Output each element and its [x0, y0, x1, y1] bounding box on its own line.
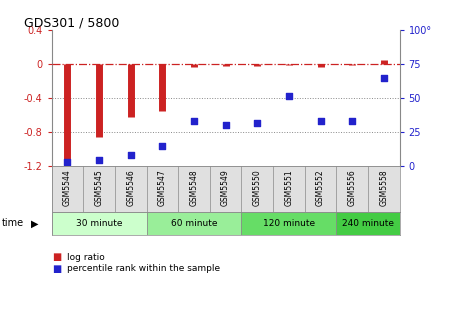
Bar	[242, 212, 336, 235]
Point	[64, 160, 71, 165]
Bar	[368, 166, 400, 212]
Point	[127, 153, 134, 158]
Bar	[273, 166, 305, 212]
Text: GSM5548: GSM5548	[189, 170, 198, 206]
Text: GSM5544: GSM5544	[63, 170, 72, 206]
Text: GSM5551: GSM5551	[284, 170, 293, 206]
Bar	[305, 166, 336, 212]
Point	[285, 93, 292, 98]
Bar	[178, 166, 210, 212]
Bar	[336, 166, 368, 212]
Point	[380, 75, 387, 81]
Bar	[336, 212, 400, 235]
Text: GSM5546: GSM5546	[126, 170, 135, 206]
Text: time: time	[2, 218, 24, 228]
Point	[159, 143, 166, 149]
Point	[348, 119, 356, 124]
Point	[96, 157, 103, 162]
Text: 240 minute: 240 minute	[342, 219, 394, 228]
Bar	[146, 166, 178, 212]
Bar	[52, 166, 83, 212]
Point	[317, 119, 324, 124]
Point	[190, 119, 198, 124]
Text: GSM5552: GSM5552	[316, 170, 325, 206]
Text: GSM5549: GSM5549	[221, 170, 230, 206]
Text: GSM5558: GSM5558	[379, 170, 388, 206]
Bar	[210, 166, 242, 212]
Point	[222, 123, 229, 128]
Text: 30 minute: 30 minute	[76, 219, 122, 228]
Text: GSM5545: GSM5545	[95, 170, 104, 206]
Text: ■: ■	[52, 264, 61, 274]
Text: 60 minute: 60 minute	[171, 219, 217, 228]
Bar	[146, 212, 242, 235]
Text: GSM5556: GSM5556	[348, 170, 357, 206]
Text: GSM5547: GSM5547	[158, 170, 167, 206]
Text: log ratio: log ratio	[67, 253, 105, 261]
Point	[254, 120, 261, 125]
Text: ▶: ▶	[31, 218, 38, 228]
Bar	[83, 166, 115, 212]
Text: GDS301 / 5800: GDS301 / 5800	[24, 16, 119, 29]
Bar	[115, 166, 146, 212]
Text: percentile rank within the sample: percentile rank within the sample	[67, 264, 220, 273]
Text: GSM5550: GSM5550	[253, 170, 262, 206]
Bar	[52, 212, 146, 235]
Text: 120 minute: 120 minute	[263, 219, 315, 228]
Text: ■: ■	[52, 252, 61, 262]
Bar	[242, 166, 273, 212]
